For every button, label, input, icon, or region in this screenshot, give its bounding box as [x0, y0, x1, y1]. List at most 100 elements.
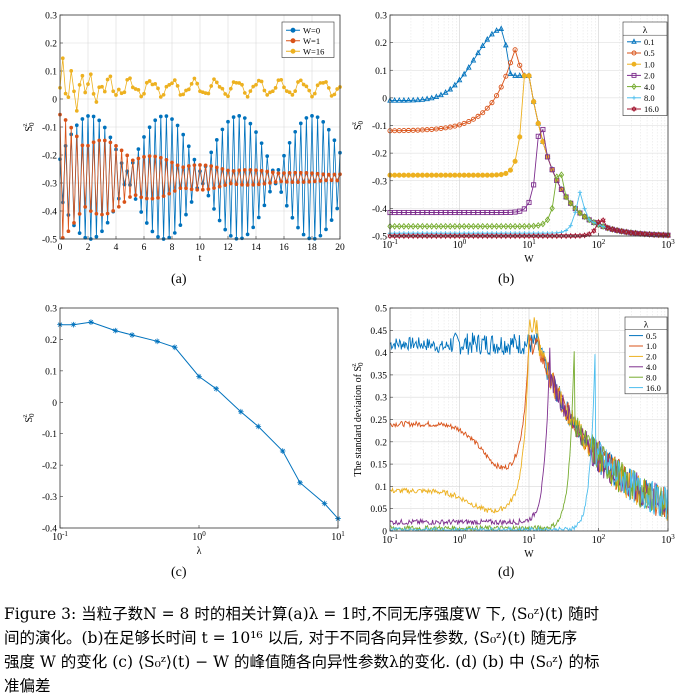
- data-point: [200, 187, 205, 192]
- data-point: [270, 170, 275, 175]
- data-point: [484, 222, 490, 230]
- data-point: [195, 187, 200, 192]
- legend-entry: 1.0: [646, 341, 657, 351]
- data-point: [480, 232, 486, 240]
- series-line: [389, 347, 669, 527]
- data-point: [139, 210, 144, 214]
- data-point: [489, 232, 495, 240]
- data-point: [284, 179, 289, 184]
- x-tick-label: 4: [114, 243, 119, 253]
- data-point: [206, 187, 211, 191]
- data-point: [554, 232, 560, 240]
- data-point: [287, 90, 292, 95]
- legend-entry: W=0: [303, 25, 320, 35]
- data-point: [489, 30, 495, 37]
- data-point: [410, 96, 416, 103]
- data-point: [429, 222, 435, 230]
- data-point: [335, 178, 340, 183]
- data-point: [130, 158, 135, 163]
- y-tick-label: 0: [52, 399, 57, 409]
- data-point: [396, 222, 402, 230]
- data-point: [521, 206, 527, 212]
- data-point: [637, 230, 643, 237]
- data-point: [265, 93, 270, 97]
- data-point: [544, 154, 551, 160]
- data-point: [549, 232, 555, 240]
- data-point: [290, 215, 295, 220]
- data-point: [77, 82, 82, 87]
- legend-entry: 1.0: [644, 59, 655, 69]
- data-point: [623, 228, 629, 236]
- data-point: [184, 186, 188, 191]
- data-point: [321, 500, 328, 507]
- data-point: [526, 73, 532, 79]
- data-point: [154, 338, 160, 345]
- data-point: [470, 116, 476, 122]
- data-point: [74, 108, 79, 113]
- data-point: [189, 200, 194, 204]
- data-point: [290, 180, 295, 184]
- data-point: [284, 203, 289, 208]
- data-point: [296, 180, 300, 184]
- data-point: [91, 114, 96, 119]
- data-point: [226, 119, 230, 124]
- data-point: [196, 373, 202, 380]
- data-point: [391, 97, 398, 103]
- data-point: [144, 221, 149, 225]
- data-point: [86, 143, 90, 148]
- data-point: [125, 77, 130, 82]
- data-point: [287, 170, 292, 175]
- x-tick-label: 10: [195, 243, 205, 253]
- data-point: [405, 172, 412, 178]
- x-tick-label: 18: [307, 243, 317, 253]
- data-point: [540, 220, 546, 228]
- data-point: [318, 233, 323, 238]
- data-point: [480, 110, 486, 116]
- data-point: [568, 232, 574, 240]
- y-axis-label: S0z: [350, 120, 365, 130]
- data-point: [401, 222, 407, 230]
- data-point: [401, 96, 407, 103]
- data-point: [172, 78, 177, 82]
- data-point: [419, 232, 426, 240]
- x-tick-label: 100: [192, 530, 206, 543]
- x-axis-label: λ: [197, 546, 202, 557]
- data-point: [150, 229, 155, 234]
- data-point: [209, 150, 214, 155]
- x-axis-label: t: [199, 253, 202, 264]
- data-point: [100, 229, 104, 234]
- y-axis-label-text: The standard deviation of S0z: [350, 362, 365, 477]
- x-axis-label: W: [524, 549, 534, 560]
- data-point: [549, 204, 555, 212]
- data-point: [144, 80, 149, 85]
- data-point: [97, 138, 102, 143]
- data-point: [489, 222, 495, 230]
- data-point: [242, 116, 247, 120]
- data-point: [119, 148, 124, 153]
- panel-a-chart: -0.5 -0.4 -0.3 -0.2 -0.1 0 0.1 0.2 0.3 0 2 4 6 8 10 12 1…: [21, 12, 345, 265]
- panel-b-chart: -0.5 -0.4 -0.3 -0.2 -0.1 0 0.1 0.2 0.3 10-1 100 101…: [350, 12, 675, 266]
- data-point: [116, 204, 121, 209]
- legend-entry: 8.0: [644, 93, 655, 103]
- data-point: [150, 196, 155, 201]
- data-point: [554, 173, 560, 181]
- data-point: [631, 38, 637, 44]
- data-point: [452, 172, 458, 178]
- legend: W=0W=1W=16: [281, 21, 335, 58]
- axes-frame: [59, 14, 341, 240]
- data-point: [164, 158, 169, 162]
- data-point: [470, 56, 477, 63]
- data-point: [94, 211, 99, 216]
- data-point: [298, 78, 303, 83]
- data-point: [498, 25, 505, 31]
- data-point: [410, 172, 416, 178]
- data-point: [433, 172, 439, 178]
- data-point: [231, 169, 236, 173]
- y-tick-label: -0.5: [42, 236, 57, 246]
- data-point: [535, 133, 541, 139]
- data-point: [133, 193, 138, 197]
- data-point: [498, 232, 504, 240]
- data-point: [489, 100, 495, 106]
- data-point: [209, 164, 214, 169]
- data-point: [586, 216, 592, 224]
